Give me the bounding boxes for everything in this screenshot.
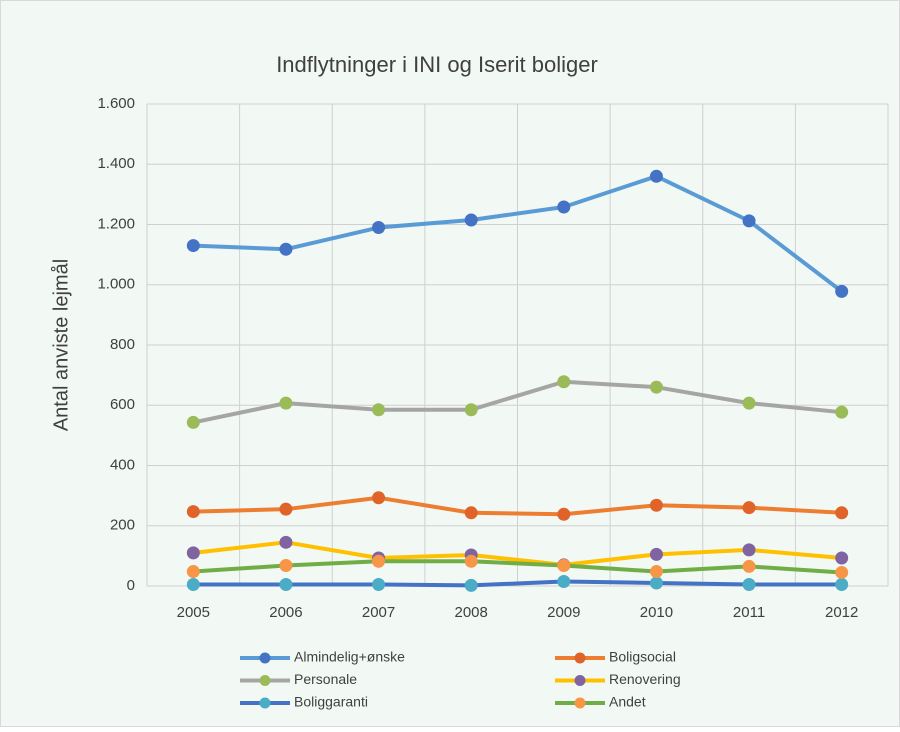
- y-tick-label: 1.400: [97, 155, 135, 172]
- y-axis-label: Antal anviste lejmål: [50, 259, 72, 431]
- legend-marker: [259, 675, 271, 686]
- legend-label: Renovering: [609, 671, 681, 687]
- y-tick-label: 1.200: [97, 215, 135, 232]
- series-line: [193, 559, 842, 575]
- x-tick-label: 2006: [269, 604, 302, 621]
- data-point: [464, 506, 478, 520]
- data-point: [279, 396, 293, 410]
- data-point: [835, 551, 849, 565]
- data-point: [742, 396, 756, 410]
- legend-marker: [574, 675, 586, 686]
- data-point: [186, 505, 200, 519]
- data-point: [649, 498, 663, 512]
- data-point: [835, 405, 849, 419]
- legend-label: Andet: [609, 694, 646, 710]
- data-point: [742, 501, 756, 515]
- x-tick-label: 2012: [825, 604, 858, 621]
- data-point: [835, 565, 849, 579]
- x-tick-label: 2005: [177, 604, 210, 621]
- series-line: [193, 540, 842, 567]
- data-point: [557, 375, 571, 389]
- data-point: [372, 403, 386, 417]
- x-tick-label: 2010: [640, 604, 673, 621]
- data-point: [372, 221, 386, 235]
- x-tick-label: 2011: [733, 604, 765, 621]
- data-point: [835, 506, 849, 520]
- x-tick-label: 2007: [362, 604, 395, 621]
- data-point: [557, 574, 571, 588]
- data-point: [649, 565, 663, 579]
- data-point: [372, 577, 386, 591]
- y-tick-label: 200: [110, 517, 135, 534]
- data-point: [372, 491, 386, 505]
- legend-marker: [574, 697, 586, 709]
- y-tick-label: 800: [110, 336, 135, 353]
- data-point: [649, 169, 663, 183]
- legend-marker: [259, 652, 271, 664]
- legend-label: Almindelig+ønske: [294, 649, 405, 665]
- data-point: [279, 502, 293, 516]
- data-point: [835, 577, 849, 591]
- y-tick-label: 1.000: [97, 276, 135, 293]
- data-point: [372, 554, 386, 568]
- data-point: [464, 578, 478, 592]
- data-point: [649, 380, 663, 394]
- data-point: [279, 535, 293, 549]
- data-point: [186, 239, 200, 253]
- data-point: [186, 577, 200, 591]
- data-point: [186, 415, 200, 429]
- data-point: [742, 559, 756, 573]
- data-point: [742, 543, 756, 557]
- data-point: [186, 546, 200, 560]
- x-tick-label: 2008: [455, 604, 488, 621]
- data-point: [557, 559, 571, 573]
- data-point: [557, 200, 571, 214]
- series-line: [193, 579, 842, 588]
- data-point: [464, 403, 478, 417]
- data-point: [649, 547, 663, 561]
- series-line: [193, 174, 843, 293]
- data-point: [835, 284, 849, 298]
- legend-marker: [259, 697, 271, 709]
- data-point: [742, 214, 756, 228]
- data-point: [557, 507, 571, 521]
- chart-title: Indflytninger i INI og Iserit boliger: [276, 52, 598, 77]
- y-tick-label: 0: [127, 577, 135, 594]
- legend-label: Boligsocial: [609, 649, 676, 665]
- series-line: [192, 379, 842, 425]
- data-point: [279, 242, 293, 256]
- y-tick-label: 1.600: [97, 95, 135, 112]
- legend-label: Boliggaranti: [294, 694, 368, 710]
- y-tick-label: 600: [110, 396, 135, 413]
- data-point: [464, 554, 478, 568]
- data-point: [279, 559, 293, 573]
- data-point: [186, 565, 200, 579]
- data-point: [464, 213, 478, 227]
- data-point: [742, 577, 756, 591]
- y-tick-label: 400: [110, 456, 135, 473]
- data-point: [649, 576, 663, 590]
- data-point: [279, 577, 293, 591]
- legend-label: Personale: [294, 671, 357, 687]
- legend-marker: [574, 652, 586, 664]
- x-tick-label: 2009: [547, 604, 580, 621]
- series-line: [193, 495, 842, 517]
